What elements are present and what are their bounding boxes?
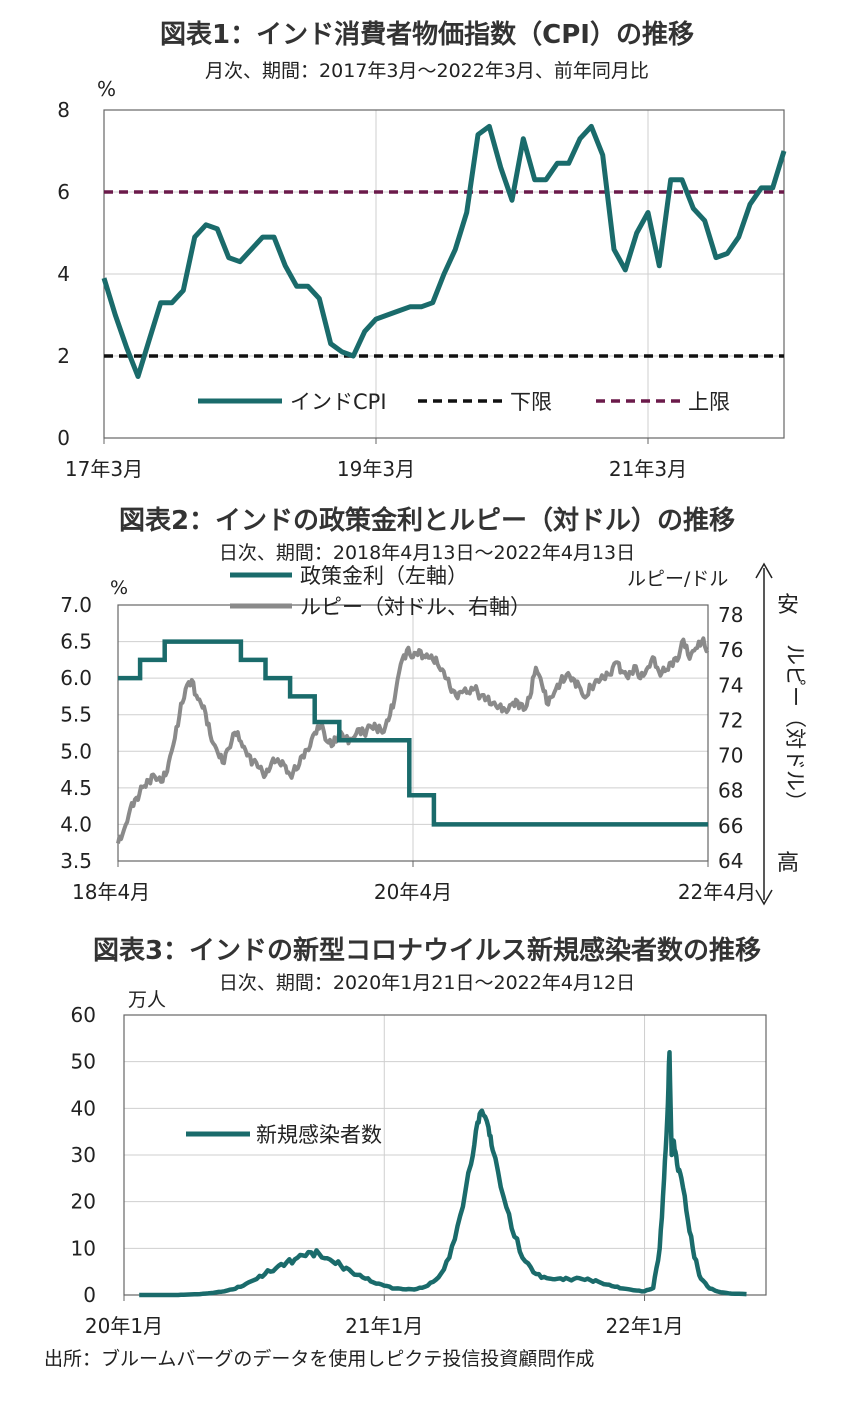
chart1-title: 図表1：インド消費者物価指数（CPI）の推移	[160, 20, 694, 50]
legend-label-rupee: ルピー（対ドル、右軸）	[300, 595, 531, 619]
chart3-series-line-cases	[139, 1050, 747, 1298]
chart2-rate-rupee: % ルピー/ドル 3.5 4.0 4.5 5.0 5.5 6.0 6.5 7.0 64 66 68…	[60, 562, 807, 906]
chart2-y2tick-label: 74	[718, 673, 743, 697]
chart3-ytick-label: 10	[71, 1236, 96, 1260]
chart2-y2tick-label: 78	[718, 603, 743, 627]
legend-label-policy-rate: 政策金利（左軸）	[300, 564, 468, 588]
chart3-title: 図表3：インドの新型コロナウイルス新規感染者数の推移	[92, 936, 762, 966]
chart1-ytick-label: 6	[57, 180, 70, 204]
chart1-ytick-label: 8	[57, 98, 70, 122]
chart2-ytick-label: 4.5	[60, 776, 92, 800]
legend-label-upper: 上限	[688, 390, 730, 414]
chart1-plot-frame	[103, 109, 785, 439]
chart2-ytick-label: 6.5	[60, 630, 92, 654]
arrow-down-icon	[755, 889, 773, 906]
chart3-ytick-label: 0	[83, 1283, 96, 1307]
chart2-ytick-label: 5.0	[60, 739, 92, 763]
chart1-subtitle: 月次、期間：2017年3月～2022年3月、前年同月比	[205, 60, 649, 82]
chart2-y2tick-label: 66	[718, 814, 743, 838]
chart2-unit-right: ルピー/ドル	[627, 568, 728, 590]
source-note: 出所：ブルームバーグのデータを使用しピクテ投信投資顧問作成	[44, 1348, 595, 1370]
chart3-ytick-label: 40	[71, 1096, 96, 1120]
chart2-subtitle: 日次、期間：2018年4月13日～2022年4月13日	[218, 542, 636, 564]
chart3-xtick-label: 20年1月	[85, 1314, 163, 1338]
chart2-ytick-label: 5.5	[60, 703, 92, 727]
side-label-expensive: 高	[777, 851, 799, 876]
chart3-unit: 万人	[128, 989, 166, 1011]
side-label-rupee: ルピー（対ドル）	[783, 644, 807, 812]
chart2-series-line-policy-rate	[118, 639, 708, 827]
chart2-y2tick-label: 68	[718, 779, 743, 803]
chart3-ytick-label: 20	[71, 1190, 96, 1214]
chart2-xtick-label: 18年4月	[72, 880, 150, 904]
legend-label-cpi: インドCPI	[290, 390, 387, 414]
arrow-up-icon	[755, 562, 773, 579]
chart3-covid-cases: 万人 0 10 20 30 40 50 60 20年1月 21年1月 22年1月 新規感染者数	[71, 989, 767, 1338]
chart2-y2tick-label: 76	[718, 638, 743, 662]
chart1-series-line-cpi	[101, 123, 787, 379]
chart1-xtick-label: 17年3月	[65, 457, 143, 481]
chart3-ytick-label: 30	[71, 1143, 96, 1167]
side-label-cheap: 安	[777, 593, 799, 618]
chart2-ytick-label: 6.0	[60, 666, 92, 690]
chart2-title: 図表2：インドの政策金利とルピー（対ドル）の推移	[118, 506, 736, 536]
chart3-subtitle: 日次、期間：2020年1月21日～2022年4月12日	[218, 972, 636, 994]
legend-label-cases: 新規感染者数	[256, 1123, 382, 1147]
legend-label-lower: 下限	[510, 390, 552, 414]
chart2-series-line-rupee	[116, 636, 710, 844]
chart1-ytick-label: 4	[57, 262, 70, 286]
chart2-y2tick-label: 72	[718, 708, 743, 732]
chart1-ytick-label: 2	[57, 344, 70, 368]
chart1-unit: %	[97, 77, 116, 101]
chart2-y2tick-label: 64	[718, 849, 743, 873]
chart3-xtick-label: 21年1月	[345, 1314, 423, 1338]
chart2-ytick-label: 3.5	[60, 849, 92, 873]
chart2-unit-left: %	[110, 577, 128, 599]
chart3-plot-frame	[123, 1014, 767, 1296]
chart1-xtick-label: 19年3月	[337, 457, 415, 481]
chart3-ytick-label: 50	[71, 1050, 96, 1074]
chart2-y2tick-label: 70	[718, 744, 743, 768]
chart3-ytick-label: 60	[71, 1003, 96, 1027]
chart2-xtick-label: 20年4月	[374, 880, 452, 904]
chart1-cpi: % 0 2 4 6 8 17年3月 19年3月 21年3月 インドCPI 下限 上限	[57, 77, 787, 481]
chart2-ytick-label: 7.0	[60, 593, 92, 617]
chart2-xtick-label: 22年4月	[678, 880, 756, 904]
chart1-ytick-label: 0	[57, 426, 70, 450]
chart1-xtick-label: 21年3月	[609, 457, 687, 481]
chart3-xtick-label: 22年1月	[605, 1314, 683, 1338]
chart2-ytick-label: 4.0	[60, 812, 92, 836]
